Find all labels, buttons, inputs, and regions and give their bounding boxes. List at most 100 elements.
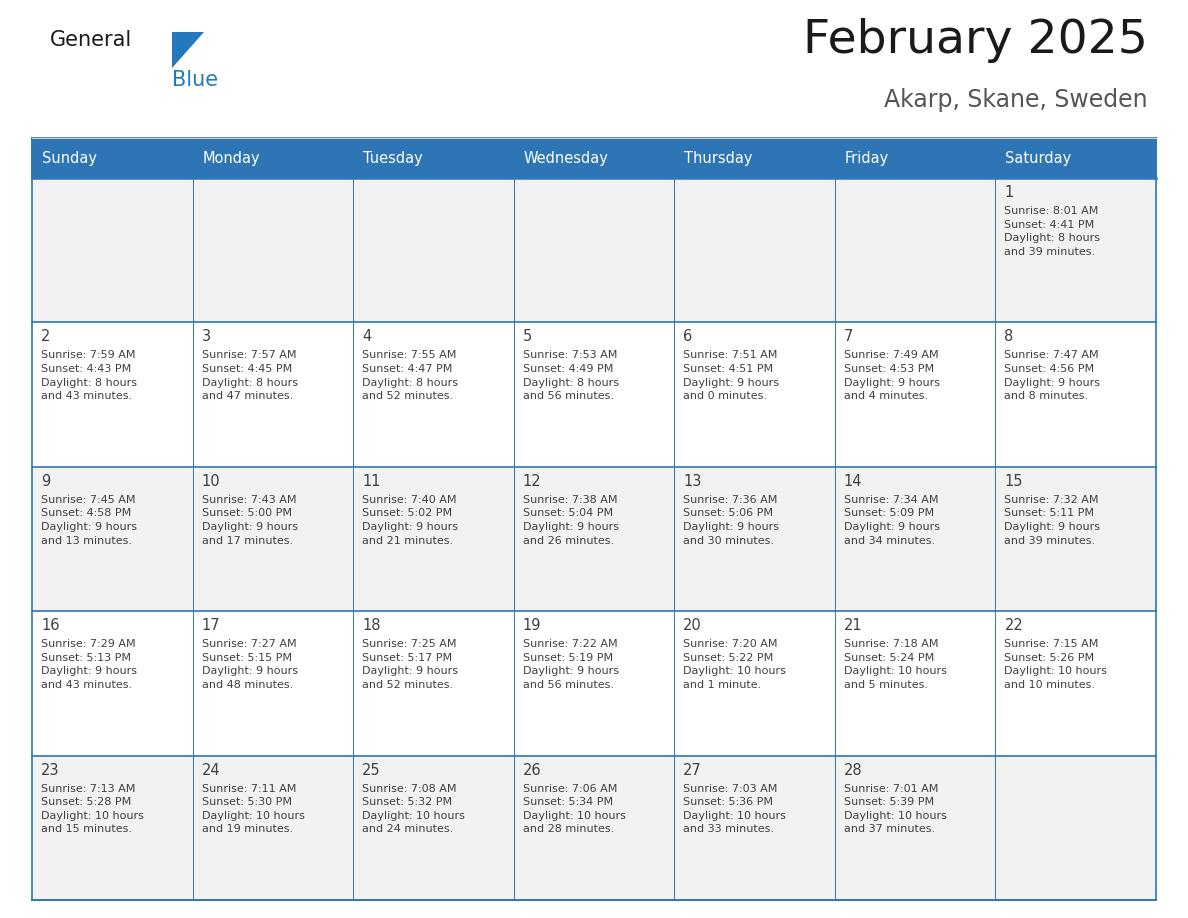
- Bar: [32, 178, 192, 322]
- Text: 26: 26: [523, 763, 542, 778]
- Text: 4: 4: [362, 330, 372, 344]
- Bar: [835, 322, 996, 466]
- Bar: [32, 138, 192, 178]
- Bar: [835, 611, 996, 756]
- Text: Sunrise: 7:53 AM
Sunset: 4:49 PM
Daylight: 8 hours
and 56 minutes.: Sunrise: 7:53 AM Sunset: 4:49 PM Dayligh…: [523, 351, 619, 401]
- Bar: [513, 322, 675, 466]
- Text: Monday: Monday: [203, 151, 260, 165]
- Text: Wednesday: Wednesday: [524, 151, 608, 165]
- Bar: [192, 466, 353, 611]
- Text: 24: 24: [202, 763, 220, 778]
- Bar: [835, 138, 996, 178]
- Bar: [353, 138, 513, 178]
- Bar: [675, 138, 835, 178]
- Bar: [675, 322, 835, 466]
- Text: Thursday: Thursday: [684, 151, 753, 165]
- Text: 16: 16: [42, 618, 59, 633]
- Text: 1: 1: [1004, 185, 1013, 200]
- Text: Sunrise: 7:27 AM
Sunset: 5:15 PM
Daylight: 9 hours
and 48 minutes.: Sunrise: 7:27 AM Sunset: 5:15 PM Dayligh…: [202, 639, 297, 690]
- Text: Sunday: Sunday: [42, 151, 97, 165]
- Text: Sunrise: 7:20 AM
Sunset: 5:22 PM
Daylight: 10 hours
and 1 minute.: Sunrise: 7:20 AM Sunset: 5:22 PM Dayligh…: [683, 639, 786, 690]
- Text: Sunrise: 7:25 AM
Sunset: 5:17 PM
Daylight: 9 hours
and 52 minutes.: Sunrise: 7:25 AM Sunset: 5:17 PM Dayligh…: [362, 639, 459, 690]
- Text: 11: 11: [362, 474, 380, 488]
- Bar: [353, 322, 513, 466]
- Text: 27: 27: [683, 763, 702, 778]
- Bar: [192, 178, 353, 322]
- Text: Friday: Friday: [845, 151, 889, 165]
- Bar: [675, 178, 835, 322]
- Text: 21: 21: [843, 618, 862, 633]
- Text: General: General: [50, 30, 132, 50]
- Text: Tuesday: Tuesday: [364, 151, 423, 165]
- Text: Sunrise: 7:06 AM
Sunset: 5:34 PM
Daylight: 10 hours
and 28 minutes.: Sunrise: 7:06 AM Sunset: 5:34 PM Dayligh…: [523, 784, 626, 834]
- Bar: [192, 756, 353, 900]
- Text: 13: 13: [683, 474, 702, 488]
- Text: Sunrise: 7:18 AM
Sunset: 5:24 PM
Daylight: 10 hours
and 5 minutes.: Sunrise: 7:18 AM Sunset: 5:24 PM Dayligh…: [843, 639, 947, 690]
- Bar: [996, 322, 1156, 466]
- Text: Sunrise: 8:01 AM
Sunset: 4:41 PM
Daylight: 8 hours
and 39 minutes.: Sunrise: 8:01 AM Sunset: 4:41 PM Dayligh…: [1004, 206, 1100, 257]
- Text: 15: 15: [1004, 474, 1023, 488]
- Text: 28: 28: [843, 763, 862, 778]
- Bar: [835, 756, 996, 900]
- Text: 22: 22: [1004, 618, 1023, 633]
- Bar: [996, 138, 1156, 178]
- Bar: [675, 611, 835, 756]
- Text: 6: 6: [683, 330, 693, 344]
- Text: 8: 8: [1004, 330, 1013, 344]
- Bar: [513, 466, 675, 611]
- Text: 25: 25: [362, 763, 381, 778]
- Text: 7: 7: [843, 330, 853, 344]
- Text: Sunrise: 7:38 AM
Sunset: 5:04 PM
Daylight: 9 hours
and 26 minutes.: Sunrise: 7:38 AM Sunset: 5:04 PM Dayligh…: [523, 495, 619, 545]
- Text: 17: 17: [202, 618, 220, 633]
- Text: Sunrise: 7:36 AM
Sunset: 5:06 PM
Daylight: 9 hours
and 30 minutes.: Sunrise: 7:36 AM Sunset: 5:06 PM Dayligh…: [683, 495, 779, 545]
- Text: Sunrise: 7:01 AM
Sunset: 5:39 PM
Daylight: 10 hours
and 37 minutes.: Sunrise: 7:01 AM Sunset: 5:39 PM Dayligh…: [843, 784, 947, 834]
- Text: Sunrise: 7:59 AM
Sunset: 4:43 PM
Daylight: 8 hours
and 43 minutes.: Sunrise: 7:59 AM Sunset: 4:43 PM Dayligh…: [42, 351, 137, 401]
- Text: Sunrise: 7:57 AM
Sunset: 4:45 PM
Daylight: 8 hours
and 47 minutes.: Sunrise: 7:57 AM Sunset: 4:45 PM Dayligh…: [202, 351, 297, 401]
- Text: 3: 3: [202, 330, 210, 344]
- Text: 5: 5: [523, 330, 532, 344]
- Text: Saturday: Saturday: [1005, 151, 1072, 165]
- Bar: [192, 138, 353, 178]
- Text: 23: 23: [42, 763, 59, 778]
- Text: Sunrise: 7:51 AM
Sunset: 4:51 PM
Daylight: 9 hours
and 0 minutes.: Sunrise: 7:51 AM Sunset: 4:51 PM Dayligh…: [683, 351, 779, 401]
- Bar: [32, 756, 192, 900]
- Text: Sunrise: 7:40 AM
Sunset: 5:02 PM
Daylight: 9 hours
and 21 minutes.: Sunrise: 7:40 AM Sunset: 5:02 PM Dayligh…: [362, 495, 459, 545]
- Text: Sunrise: 7:22 AM
Sunset: 5:19 PM
Daylight: 9 hours
and 56 minutes.: Sunrise: 7:22 AM Sunset: 5:19 PM Dayligh…: [523, 639, 619, 690]
- Text: 2: 2: [42, 330, 50, 344]
- Bar: [32, 138, 1156, 178]
- Bar: [675, 466, 835, 611]
- Text: 18: 18: [362, 618, 380, 633]
- Text: Sunrise: 7:47 AM
Sunset: 4:56 PM
Daylight: 9 hours
and 8 minutes.: Sunrise: 7:47 AM Sunset: 4:56 PM Dayligh…: [1004, 351, 1100, 401]
- Text: Akarp, Skane, Sweden: Akarp, Skane, Sweden: [884, 88, 1148, 112]
- Bar: [513, 756, 675, 900]
- Bar: [353, 756, 513, 900]
- Text: Sunrise: 7:29 AM
Sunset: 5:13 PM
Daylight: 9 hours
and 43 minutes.: Sunrise: 7:29 AM Sunset: 5:13 PM Dayligh…: [42, 639, 137, 690]
- Bar: [835, 466, 996, 611]
- Text: Sunrise: 7:34 AM
Sunset: 5:09 PM
Daylight: 9 hours
and 34 minutes.: Sunrise: 7:34 AM Sunset: 5:09 PM Dayligh…: [843, 495, 940, 545]
- Bar: [192, 611, 353, 756]
- Text: Sunrise: 7:08 AM
Sunset: 5:32 PM
Daylight: 10 hours
and 24 minutes.: Sunrise: 7:08 AM Sunset: 5:32 PM Dayligh…: [362, 784, 465, 834]
- Polygon shape: [172, 32, 204, 68]
- Bar: [353, 611, 513, 756]
- Bar: [353, 178, 513, 322]
- Bar: [513, 138, 675, 178]
- Bar: [996, 756, 1156, 900]
- Bar: [835, 178, 996, 322]
- Text: 9: 9: [42, 474, 50, 488]
- Bar: [996, 178, 1156, 322]
- Text: 14: 14: [843, 474, 862, 488]
- Text: 19: 19: [523, 618, 542, 633]
- Text: 12: 12: [523, 474, 542, 488]
- Text: 10: 10: [202, 474, 220, 488]
- Text: Sunrise: 7:49 AM
Sunset: 4:53 PM
Daylight: 9 hours
and 4 minutes.: Sunrise: 7:49 AM Sunset: 4:53 PM Dayligh…: [843, 351, 940, 401]
- Text: Sunrise: 7:15 AM
Sunset: 5:26 PM
Daylight: 10 hours
and 10 minutes.: Sunrise: 7:15 AM Sunset: 5:26 PM Dayligh…: [1004, 639, 1107, 690]
- Bar: [192, 322, 353, 466]
- Text: Sunrise: 7:55 AM
Sunset: 4:47 PM
Daylight: 8 hours
and 52 minutes.: Sunrise: 7:55 AM Sunset: 4:47 PM Dayligh…: [362, 351, 459, 401]
- Bar: [353, 466, 513, 611]
- Bar: [996, 466, 1156, 611]
- Text: Sunrise: 7:11 AM
Sunset: 5:30 PM
Daylight: 10 hours
and 19 minutes.: Sunrise: 7:11 AM Sunset: 5:30 PM Dayligh…: [202, 784, 304, 834]
- Text: Sunrise: 7:43 AM
Sunset: 5:00 PM
Daylight: 9 hours
and 17 minutes.: Sunrise: 7:43 AM Sunset: 5:00 PM Dayligh…: [202, 495, 297, 545]
- Text: February 2025: February 2025: [803, 18, 1148, 63]
- Bar: [513, 178, 675, 322]
- Bar: [32, 466, 192, 611]
